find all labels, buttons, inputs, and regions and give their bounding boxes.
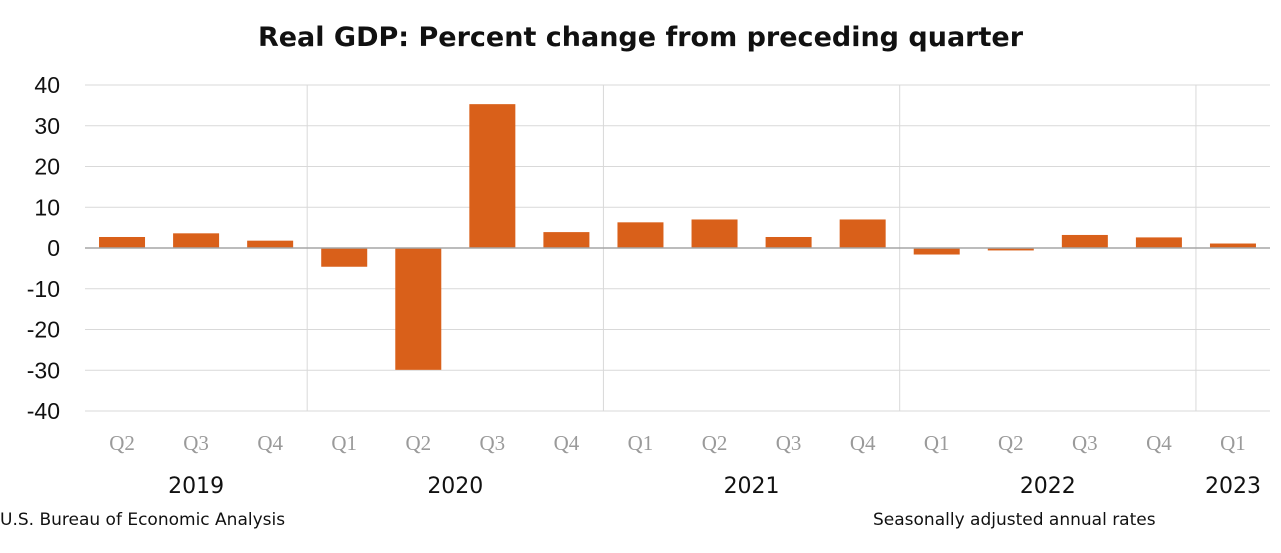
quarter-label: Q3	[776, 431, 802, 455]
quarter-label: Q3	[183, 431, 209, 455]
quarter-label: Q1	[628, 431, 654, 455]
bar	[765, 236, 812, 248]
quarter-label: Q4	[554, 431, 580, 455]
year-label: 2023	[1205, 474, 1261, 499]
quarter-label: Q1	[924, 431, 950, 455]
bar	[691, 219, 738, 248]
bar	[1061, 234, 1108, 248]
y-tick-label: -40	[27, 398, 60, 424]
y-tick-label: -30	[27, 357, 60, 383]
y-tick-label: -20	[27, 317, 60, 343]
year-label: 2022	[1020, 474, 1076, 499]
quarter-label: Q4	[257, 431, 283, 455]
y-tick-label: -10	[27, 276, 60, 302]
bar-chart: -40 -30 -20 -10 0 10 20 30 40 Q2 Q3 Q4 Q1 Q2 Q3 Q4 Q1 Q2 Q…	[27, 72, 1270, 499]
quarter-label: Q2	[998, 431, 1024, 455]
bar	[469, 104, 516, 248]
year-label: 2021	[724, 474, 780, 499]
y-tick-label: 0	[47, 235, 60, 261]
bar	[1209, 243, 1256, 248]
rates-note: Seasonally adjusted annual rates	[873, 510, 1156, 530]
axis-layer: -40 -30 -20 -10 0 10 20 30 40 Q2 Q3 Q4 Q1 Q2 Q3 Q4 Q1 Q2 Q…	[27, 72, 1270, 499]
quarter-label: Q2	[702, 431, 728, 455]
chart-title: Real GDP: Percent change from preceding …	[257, 22, 1024, 53]
y-tick-label: 40	[34, 72, 60, 98]
year-label: 2020	[427, 474, 483, 499]
bar	[543, 232, 590, 248]
quarter-label: Q4	[850, 431, 876, 455]
bar	[987, 248, 1034, 251]
y-tick-label: 20	[34, 154, 60, 180]
bar	[395, 248, 442, 370]
quarter-label: Q2	[405, 431, 431, 455]
bar	[321, 248, 368, 267]
bar	[1135, 237, 1182, 248]
bar	[839, 219, 886, 248]
bar	[173, 233, 220, 248]
quarter-label: Q3	[480, 431, 506, 455]
source-note: U.S. Bureau of Economic Analysis	[0, 510, 286, 530]
quarter-label: Q4	[1146, 431, 1172, 455]
bar	[99, 236, 146, 248]
bar	[913, 248, 960, 255]
bar	[247, 240, 294, 248]
y-tick-label: 30	[34, 113, 60, 139]
quarter-label: Q3	[1072, 431, 1098, 455]
bars-layer	[99, 104, 1256, 370]
quarter-label: Q1	[1220, 431, 1246, 455]
bar	[617, 222, 664, 248]
quarter-label: Q2	[109, 431, 135, 455]
year-label: 2019	[168, 474, 224, 499]
y-tick-label: 10	[34, 194, 60, 220]
quarter-label: Q1	[331, 431, 357, 455]
